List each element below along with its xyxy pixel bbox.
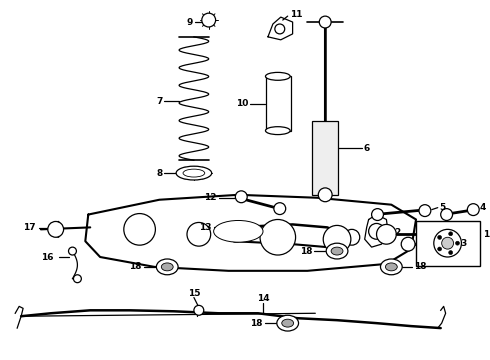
Circle shape	[401, 237, 415, 251]
Circle shape	[323, 225, 351, 253]
Text: 14: 14	[257, 294, 270, 303]
Ellipse shape	[214, 220, 263, 242]
Text: 15: 15	[188, 289, 200, 298]
Circle shape	[48, 221, 64, 237]
Text: 10: 10	[236, 99, 248, 108]
Bar	[312, 121, 338, 195]
Circle shape	[74, 275, 81, 283]
Circle shape	[275, 24, 285, 34]
Circle shape	[376, 224, 396, 244]
Circle shape	[318, 188, 332, 202]
Text: 7: 7	[156, 96, 162, 105]
Circle shape	[274, 203, 286, 215]
Ellipse shape	[282, 319, 294, 327]
Ellipse shape	[266, 72, 290, 80]
Text: 16: 16	[41, 252, 53, 261]
Ellipse shape	[326, 243, 348, 259]
Text: 18: 18	[414, 262, 427, 271]
Circle shape	[235, 191, 247, 203]
Circle shape	[449, 251, 453, 255]
Text: 13: 13	[199, 223, 212, 232]
Ellipse shape	[380, 259, 402, 275]
Circle shape	[124, 213, 155, 245]
Ellipse shape	[266, 127, 290, 135]
Text: 18: 18	[129, 262, 142, 271]
Ellipse shape	[277, 315, 298, 331]
Circle shape	[419, 205, 431, 216]
Circle shape	[260, 220, 295, 255]
Text: 9: 9	[187, 18, 193, 27]
Ellipse shape	[331, 247, 343, 255]
Text: 12: 12	[204, 193, 217, 202]
Bar	[266, 76, 291, 131]
Text: 6: 6	[364, 144, 370, 153]
Circle shape	[202, 13, 216, 27]
Ellipse shape	[176, 166, 212, 180]
Circle shape	[368, 224, 385, 239]
Circle shape	[456, 241, 460, 245]
Text: 17: 17	[23, 223, 36, 232]
Circle shape	[344, 229, 360, 245]
Circle shape	[187, 222, 211, 246]
Circle shape	[434, 229, 462, 257]
Text: 5: 5	[440, 203, 446, 212]
Text: 18: 18	[300, 247, 312, 256]
Circle shape	[467, 204, 479, 216]
Circle shape	[441, 237, 454, 249]
Text: 3: 3	[461, 239, 466, 248]
Text: 1: 1	[483, 230, 490, 239]
Ellipse shape	[386, 263, 397, 271]
Ellipse shape	[183, 169, 205, 177]
Text: 8: 8	[156, 168, 162, 177]
Circle shape	[69, 247, 76, 255]
Circle shape	[194, 305, 204, 315]
Text: 4: 4	[479, 203, 486, 212]
Circle shape	[438, 247, 441, 251]
Circle shape	[228, 226, 244, 242]
Text: 18: 18	[250, 319, 263, 328]
Bar	[416, 221, 480, 266]
Ellipse shape	[156, 259, 178, 275]
Text: 11: 11	[290, 10, 302, 19]
Circle shape	[438, 235, 441, 239]
Circle shape	[319, 16, 331, 28]
Ellipse shape	[161, 263, 173, 271]
Text: 2: 2	[394, 228, 400, 237]
Circle shape	[371, 209, 384, 220]
Circle shape	[441, 209, 453, 220]
Circle shape	[449, 232, 453, 236]
